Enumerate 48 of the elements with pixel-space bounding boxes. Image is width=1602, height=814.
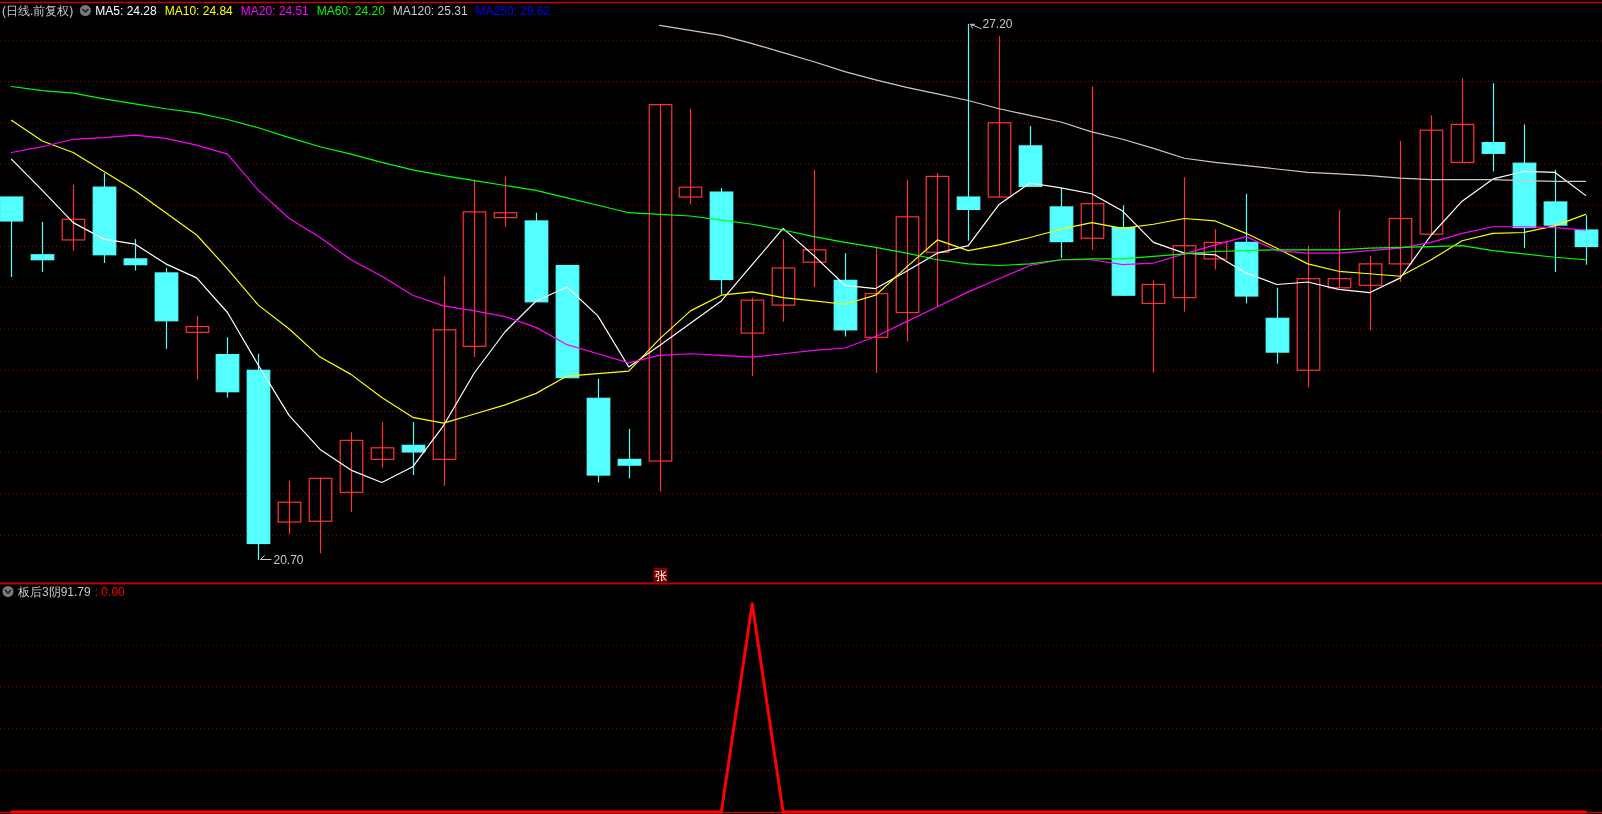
candlestick [308, 476, 333, 554]
candlestick [370, 421, 395, 469]
text: 27.20 [982, 17, 1013, 31]
candlestick [1141, 279, 1166, 374]
text: MA10: 24.84 [164, 4, 234, 18]
legend-label: MA250: 29.62 [475, 4, 551, 18]
candlestick [678, 108, 703, 206]
candlestick [648, 104, 673, 493]
candlestick [1574, 214, 1599, 266]
candlestick [61, 184, 86, 252]
candlestick [1450, 77, 1475, 163]
candlestick [1296, 245, 1321, 389]
candlestick [185, 315, 210, 380]
text: : 0.00 [94, 585, 126, 599]
candlestick [277, 480, 302, 536]
text: 张 [654, 568, 667, 583]
candlestick [339, 431, 364, 513]
text: MA20: 24.51 [240, 4, 310, 18]
candlestick [123, 238, 148, 272]
candlestick [802, 169, 827, 288]
candlestick [462, 179, 487, 358]
candlestick [401, 421, 426, 476]
candlestick [1481, 82, 1506, 173]
text: 20.70 [273, 553, 304, 568]
candlestick [1543, 169, 1568, 273]
candlestick [1388, 140, 1413, 283]
candlestick [925, 172, 950, 308]
candlestick [1203, 228, 1228, 271]
candlestick [432, 275, 457, 487]
candlestick [1358, 255, 1383, 331]
candlestick [0, 196, 24, 278]
text: MA120: 25.31 [392, 4, 468, 18]
candlestick [987, 35, 1012, 198]
candlestick [493, 175, 518, 228]
candlestick [1080, 85, 1105, 251]
legend-title: 板后3阴91.79 [17, 585, 92, 599]
candlestick [30, 221, 55, 273]
candlestick [771, 238, 796, 323]
candlestick [864, 246, 889, 374]
chart-title: (日线.前复权) [2, 4, 74, 18]
text: MA60: 24.20 [316, 4, 386, 18]
candlestick [895, 179, 920, 342]
text: MA5: 24.28 [95, 4, 158, 18]
candlestick [1327, 209, 1352, 289]
candlestick [1172, 176, 1197, 313]
candlestick [740, 297, 765, 377]
candlestick [1419, 114, 1444, 235]
candlestick [617, 428, 642, 479]
